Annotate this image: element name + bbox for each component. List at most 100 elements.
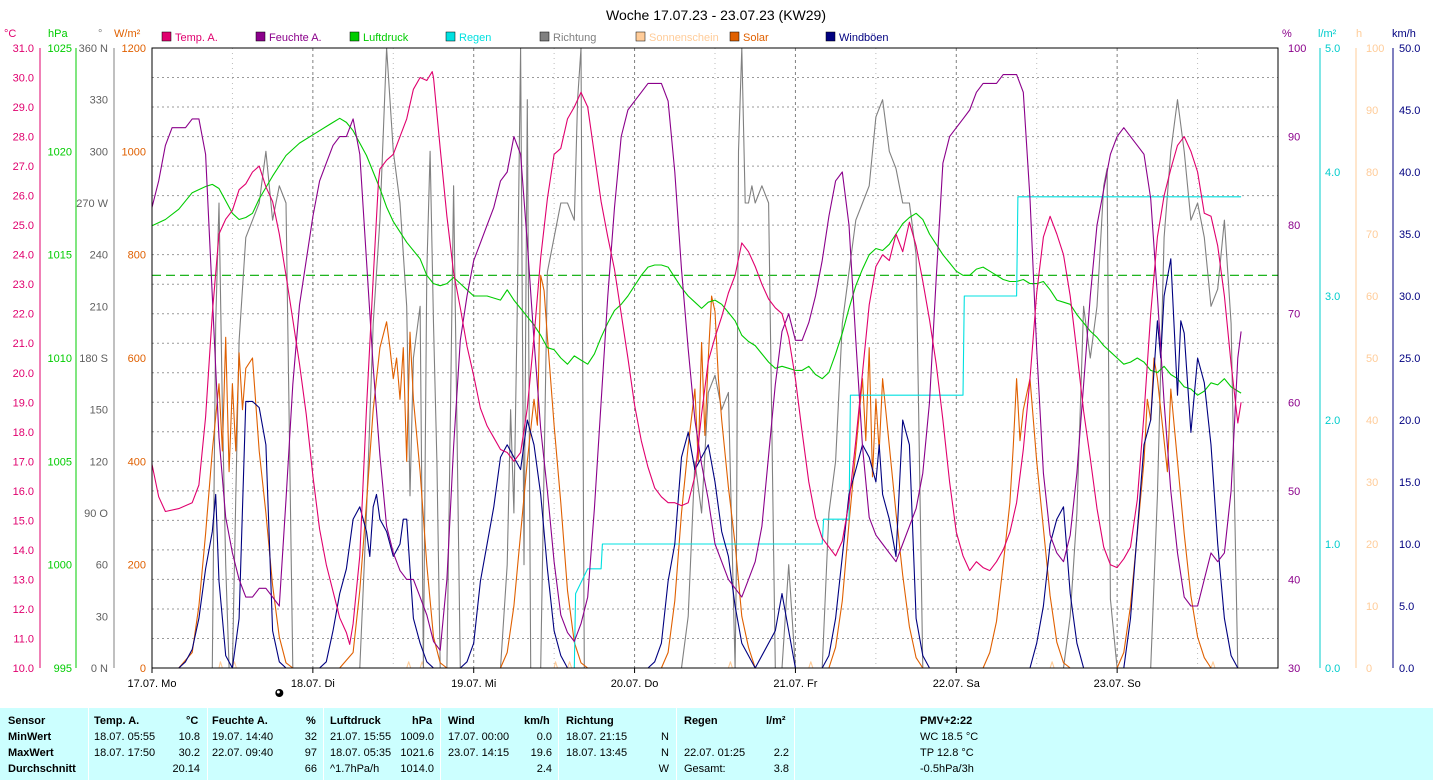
axis-tick-solar: 0: [140, 663, 146, 675]
pressure-avg: 1014.0: [400, 763, 434, 775]
header-temp-unit: °C: [186, 715, 199, 727]
axis-tick-wind: 10.0: [1399, 539, 1420, 551]
humidity-min-value: 32: [304, 731, 317, 743]
pressure-max-value: 1021.6: [400, 747, 434, 759]
axis-tick-sunshine: 0: [1366, 663, 1372, 675]
axis-tick-temp: 17.0: [13, 456, 34, 468]
axis-tick-direction: 360 N: [79, 43, 108, 55]
row-label-avg: Durchschnitt: [8, 763, 76, 775]
axis-tick-sunshine: 10: [1366, 601, 1378, 613]
axis-tick-sunshine: 40: [1366, 415, 1378, 427]
pressure-trend: ^1.7hPa/h: [330, 763, 380, 775]
axis-tick-temp: 23.0: [13, 279, 34, 291]
x-axis: 17.07. Mo 18.07. Di 19.07. Mi 20.07. Do 21.0…: [128, 668, 1141, 697]
pressure-min-value: 1009.0: [400, 731, 434, 743]
legend: Temp. A. Feuchte A. Luftdruck Regen Richtung…: [161, 31, 889, 44]
pmv-pressure-trend: -0.5hPa/3h: [920, 763, 974, 775]
axis-tick-humidity: 40: [1288, 574, 1300, 586]
axis-unit-sunshine: h: [1356, 28, 1362, 40]
axis-tick-direction: 0 N: [91, 663, 108, 675]
axis-tick-rain: 0.0: [1325, 663, 1340, 675]
axis-tick-wind: 30.0: [1399, 291, 1420, 303]
axis-tick-sunshine: 30: [1366, 477, 1378, 489]
axis-tick-temp: 27.0: [13, 161, 34, 173]
divider: [88, 708, 89, 780]
axis-tick-humidity: 80: [1288, 220, 1300, 232]
axis-tick-temp: 16.0: [13, 486, 34, 498]
wind-avg: 2.4: [536, 763, 552, 775]
axis-tick-solar: 400: [128, 456, 146, 468]
left-axes: 31.0 30.0 29.0 28.0 27.0 26.0 25.0 24.0 23.0 22.0…: [4, 28, 146, 675]
axis-tick-sunshine: 60: [1366, 291, 1378, 303]
rain-total-label: Gesamt:: [684, 763, 726, 775]
axis-unit-rain: l/m²: [1318, 28, 1337, 40]
legend-swatch: [349, 31, 360, 42]
axis-tick-humidity: 60: [1288, 397, 1300, 409]
axis-tick-direction: 240: [90, 250, 108, 262]
axis-tick-pressure: 1000: [48, 560, 72, 572]
axis-tick-temp: 10.0: [13, 663, 34, 675]
x-tick-label: 23.07. So: [1094, 678, 1141, 690]
legend-label: Luftdruck: [363, 32, 409, 44]
legend-label: Richtung: [553, 32, 596, 44]
x-tick-label: 18.07. Di: [291, 678, 335, 690]
axis-tick-rain: 4.0: [1325, 167, 1340, 179]
humidity-max-time: 22.07. 09:40: [212, 747, 274, 759]
axis-tick-sunshine: 100: [1366, 43, 1384, 55]
legend-swatch: [825, 31, 836, 42]
series-line-temp: [151, 71, 1242, 645]
header-temp: Temp. A.: [94, 715, 140, 727]
axis-tick-humidity: 50: [1288, 486, 1300, 498]
rain-max-value: 2.2: [773, 747, 789, 759]
axis-tick-temp: 15.0: [13, 515, 34, 527]
rain-max-time: 22.07. 01:25: [684, 747, 746, 759]
axis-tick-solar: 1000: [122, 146, 146, 158]
axis-tick-rain: 2.0: [1325, 415, 1340, 427]
x-tick-label: 17.07. Mo: [128, 678, 177, 690]
axis-tick-solar: 200: [128, 560, 146, 572]
axis-unit-pressure: hPa: [48, 28, 68, 40]
pressure-min-time: 21.07. 15:55: [330, 731, 392, 743]
weather-chart: Woche 17.07.23 - 23.07.23 (KW29) 31.0 30.…: [4, 7, 1421, 697]
axis-tick-humidity: 100: [1288, 43, 1306, 55]
direction-min-time: 18.07. 21:15: [566, 731, 628, 743]
divider: [676, 708, 677, 780]
header-rain: Regen: [684, 715, 718, 727]
axis-tick-pressure: 1015: [48, 250, 72, 262]
header-wind: Wind: [448, 715, 475, 727]
legend-swatch: [729, 31, 740, 42]
series-line-rain: [152, 196, 1242, 669]
wind-max-value: 19.6: [530, 747, 552, 759]
wind-min-value: 0.0: [536, 731, 552, 743]
axis-tick-temp: 21.0: [13, 338, 34, 350]
axis-tick-pressure: 1005: [48, 456, 72, 468]
axis-unit-wind: km/h: [1392, 28, 1416, 40]
axis-tick-direction: 60: [96, 560, 108, 572]
axis-unit-temp: °C: [4, 28, 16, 40]
legend-label: Sonnenschein: [649, 32, 719, 44]
direction-max-value: N: [661, 747, 669, 759]
x-tick-label: 20.07. Do: [611, 678, 659, 690]
header-humidity-unit: %: [306, 715, 316, 727]
legend-swatch: [635, 31, 646, 42]
temp-min-time: 18.07. 05:55: [94, 731, 156, 743]
axis-tick-wind: 50.0: [1399, 43, 1420, 55]
now-marker-highlight: [276, 690, 280, 694]
axis-tick-temp: 29.0: [13, 102, 34, 114]
x-tick-label: 22.07. Sa: [933, 678, 981, 690]
chart-title: Woche 17.07.23 - 23.07.23 (KW29): [606, 7, 826, 23]
legend-label: Feuchte A.: [269, 32, 322, 44]
axis-tick-pressure: 1010: [48, 353, 72, 365]
x-tick-label: 19.07. Mi: [451, 678, 496, 690]
series-line-wind: [152, 258, 1242, 669]
axis-tick-wind: 15.0: [1399, 477, 1420, 489]
axis-tick-rain: 1.0: [1325, 539, 1340, 551]
humidity-min-time: 19.07. 14:40: [212, 731, 274, 743]
axis-tick-sunshine: 80: [1366, 167, 1378, 179]
axis-tick-direction: 270 W: [76, 198, 108, 210]
axis-tick-temp: 25.0: [13, 220, 34, 232]
header-wind-unit: km/h: [524, 715, 550, 727]
row-label-max: MaxWert: [8, 747, 54, 759]
axis-tick-direction: 30: [96, 611, 108, 623]
legend-label: Windböen: [839, 32, 889, 44]
